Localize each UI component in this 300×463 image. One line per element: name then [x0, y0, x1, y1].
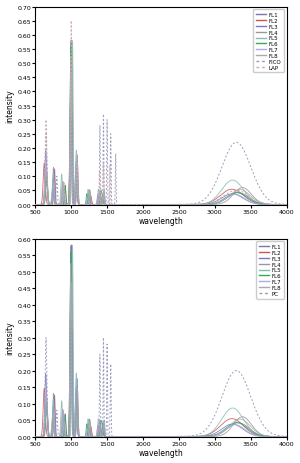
Y-axis label: intensity: intensity — [6, 321, 15, 355]
Legend: FL1, FL2, FL3, FL4, FL5, FL6, FL7, FL8, FICO, LAP: FL1, FL2, FL3, FL4, FL5, FL6, FL7, FL8, … — [253, 10, 284, 73]
Y-axis label: intensity: intensity — [6, 89, 15, 123]
Legend: FL1, FL2, FL3, FL4, FL5, FL6, FL7, FL8, PC: FL1, FL2, FL3, FL4, FL5, FL6, FL7, FL8, … — [256, 242, 284, 299]
X-axis label: wavelength: wavelength — [139, 217, 183, 226]
X-axis label: wavelength: wavelength — [139, 449, 183, 457]
